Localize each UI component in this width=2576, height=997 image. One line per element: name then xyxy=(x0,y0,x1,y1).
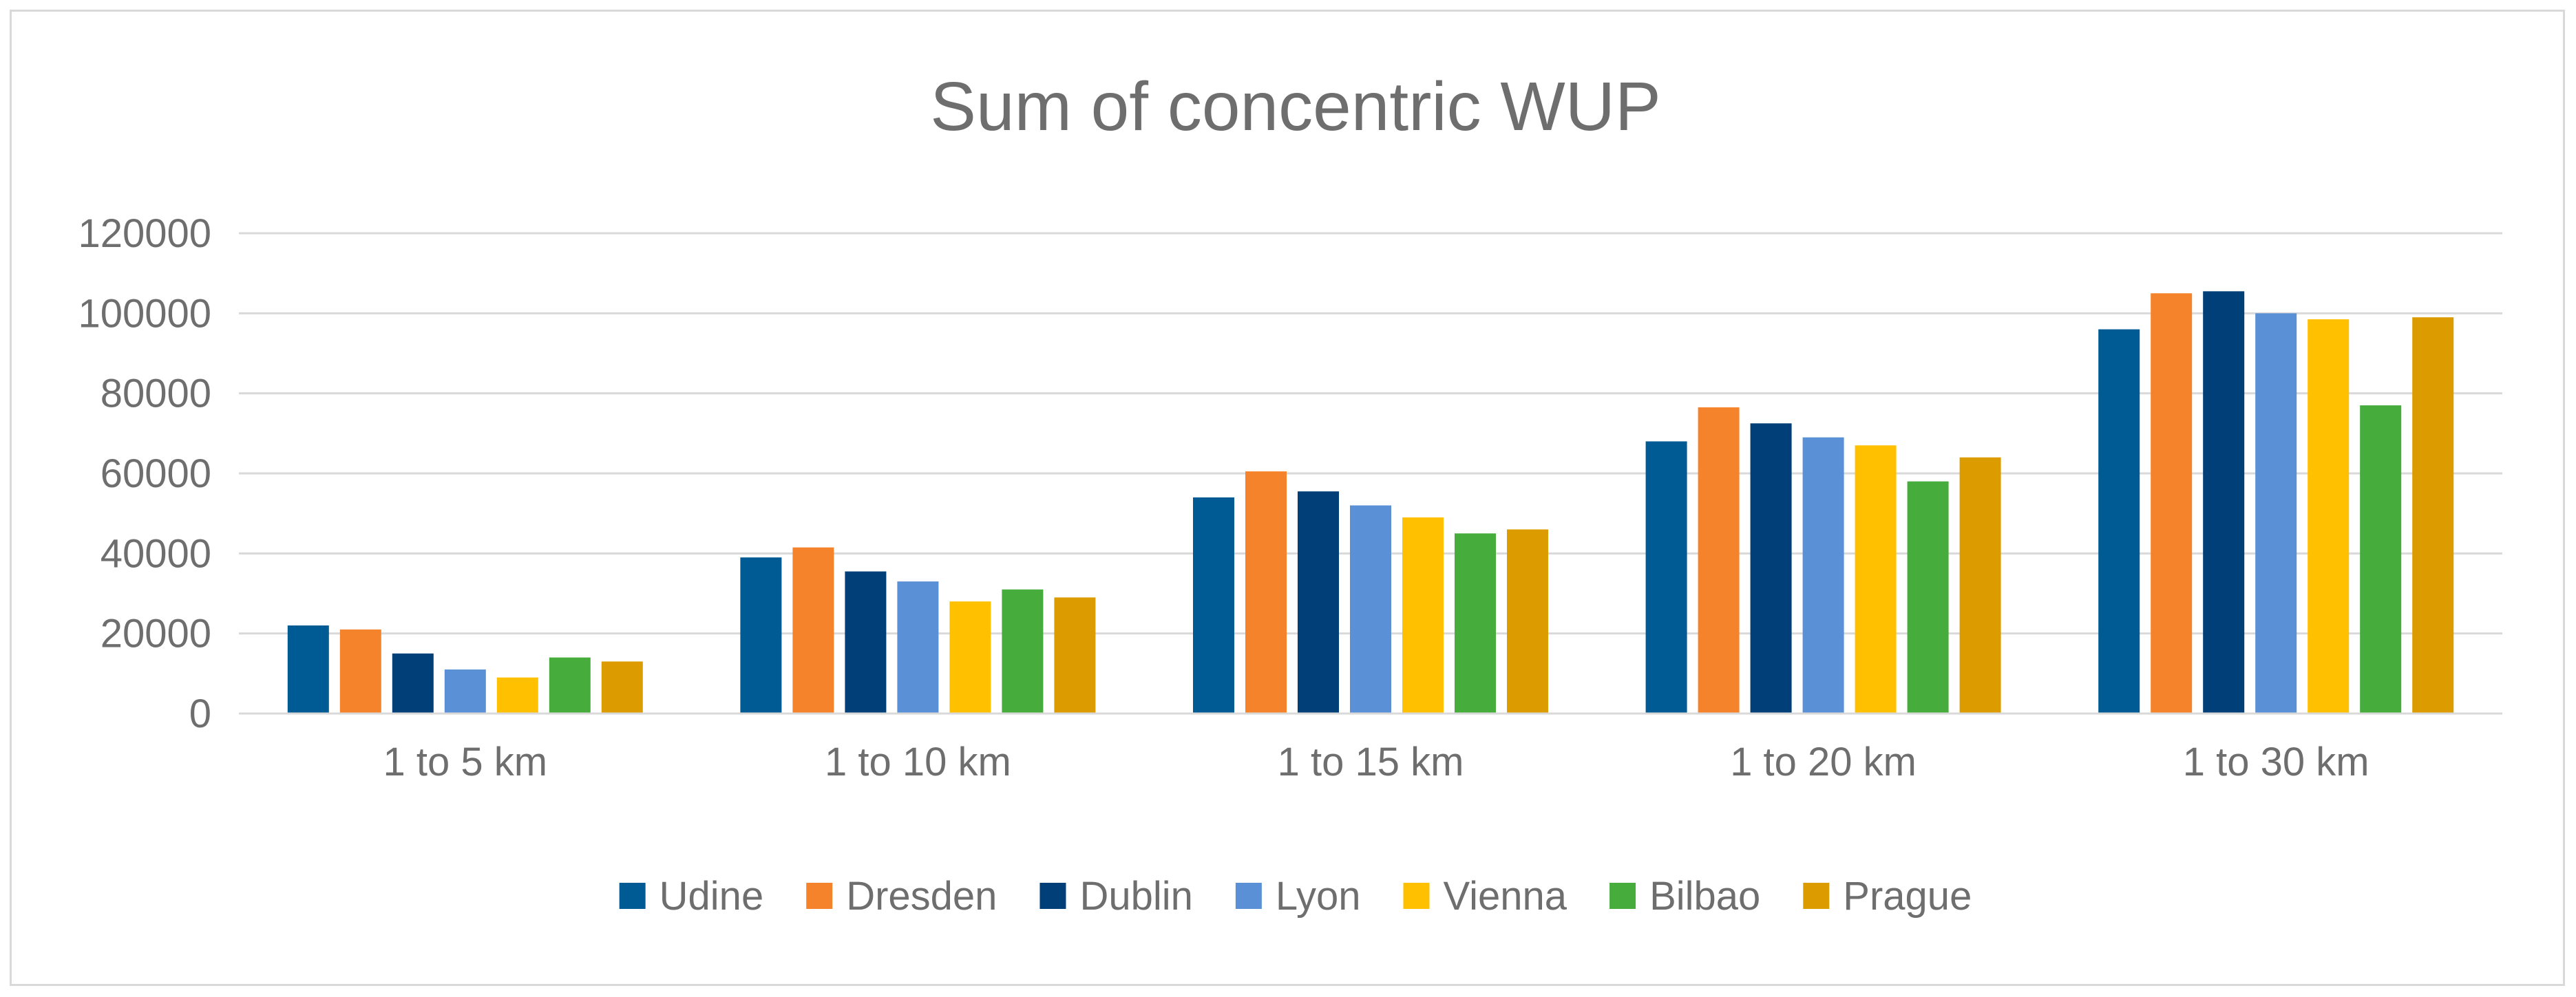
x-tick-label: 1 to 15 km xyxy=(1278,740,1464,784)
bar-prague-3 xyxy=(1507,529,1548,714)
bar-vienna-2 xyxy=(949,601,991,714)
bar-dublin-4 xyxy=(1750,423,1792,714)
legend-swatch-bilbao xyxy=(1609,883,1636,909)
bar-udine-4 xyxy=(1645,441,1687,714)
bar-lyon-1 xyxy=(444,669,486,714)
bar-udine-5 xyxy=(2098,329,2140,714)
y-tick-label: 0 xyxy=(189,692,211,736)
bar-bilbao-5 xyxy=(2360,405,2402,714)
bar-bilbao-1 xyxy=(549,657,591,714)
y-tick-label: 80000 xyxy=(101,372,211,416)
y-tick-label: 100000 xyxy=(78,291,211,336)
bar-dublin-2 xyxy=(845,571,887,714)
bar-lyon-2 xyxy=(897,581,939,714)
chart-svg: Sum of concentric WUP 0 20000 40000 60000 80… xyxy=(78,68,2502,919)
bar-dresden-5 xyxy=(2151,293,2193,714)
x-tick-label: 1 to 10 km xyxy=(825,740,1011,784)
bar-prague-1 xyxy=(601,661,643,714)
y-axis-tick-labels: 0 20000 40000 60000 80000 100000 120000 xyxy=(78,211,211,736)
x-tick-label: 1 to 5 km xyxy=(383,740,548,784)
bar-dresden-3 xyxy=(1245,471,1287,714)
x-tick-label: 1 to 30 km xyxy=(2183,740,2369,784)
y-tick-label: 60000 xyxy=(101,451,211,496)
legend-label-bilbao: Bilbao xyxy=(1649,874,1760,919)
bar-vienna-1 xyxy=(496,677,538,714)
bar-vienna-5 xyxy=(2308,319,2350,714)
legend-swatch-udine xyxy=(619,883,646,909)
legend-label-dresden: Dresden xyxy=(846,874,997,919)
bar-udine-3 xyxy=(1193,497,1234,714)
legend: Udine Dresden Dublin Lyon Vienna Bilbao Prague xyxy=(619,874,1972,919)
y-tick-label: 120000 xyxy=(78,211,211,256)
legend-label-prague: Prague xyxy=(1843,874,1972,919)
bar-lyon-5 xyxy=(2255,313,2297,714)
bar-prague-2 xyxy=(1054,597,1096,714)
legend-swatch-prague xyxy=(1803,883,1830,909)
legend-label-dublin: Dublin xyxy=(1079,874,1192,919)
legend-swatch-vienna xyxy=(1403,883,1430,909)
x-tick-label: 1 to 20 km xyxy=(1730,740,1917,784)
bar-dresden-2 xyxy=(792,547,834,714)
legend-swatch-lyon xyxy=(1235,883,1262,909)
legend-swatch-dresden xyxy=(806,883,833,909)
legend-label-lyon: Lyon xyxy=(1276,874,1361,919)
chart-frame: Sum of concentric WUP 0 20000 40000 60000 80… xyxy=(10,10,2565,986)
x-axis-tick-labels: 1 to 5 km 1 to 10 km 1 to 15 km 1 to 20 km 1… xyxy=(383,740,2369,784)
bar-vienna-3 xyxy=(1402,517,1444,714)
bar-lyon-3 xyxy=(1350,505,1391,714)
bar-dresden-4 xyxy=(1698,407,1740,714)
y-tick-label: 20000 xyxy=(101,612,211,656)
bars xyxy=(287,291,2454,714)
bar-vienna-4 xyxy=(1855,445,1897,714)
bar-udine-2 xyxy=(740,557,782,714)
bar-udine-1 xyxy=(287,625,329,714)
bar-bilbao-2 xyxy=(1002,589,1044,714)
bar-bilbao-4 xyxy=(1907,481,1949,714)
bar-dublin-5 xyxy=(2203,291,2245,714)
legend-swatch-dublin xyxy=(1039,883,1066,909)
bar-dresden-1 xyxy=(339,629,381,714)
legend-label-udine: Udine xyxy=(659,874,764,919)
bar-lyon-4 xyxy=(1802,437,1844,714)
bar-prague-5 xyxy=(2412,317,2454,714)
y-tick-label: 40000 xyxy=(101,531,211,576)
bar-prague-4 xyxy=(1959,457,2001,714)
chart-title: Sum of concentric WUP xyxy=(930,68,1660,145)
legend-label-vienna: Vienna xyxy=(1444,874,1567,919)
bar-dublin-1 xyxy=(392,653,434,714)
bar-bilbao-3 xyxy=(1455,533,1496,714)
bar-dublin-3 xyxy=(1298,491,1339,714)
